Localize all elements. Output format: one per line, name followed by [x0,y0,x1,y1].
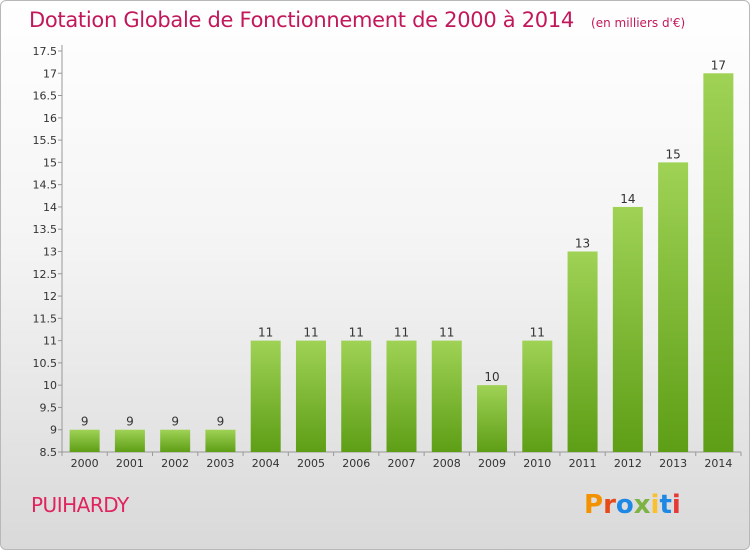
value-label-2013: 15 [665,147,680,161]
value-label-2014: 17 [711,58,726,72]
commune-name: PUIHARDY [31,493,129,517]
y-tick-label: 16.5 [33,90,58,103]
x-tick-label: 2009 [478,457,506,470]
x-tick-label: 2002 [161,457,189,470]
x-tick-label: 2014 [704,457,732,470]
value-label-2010: 11 [530,326,545,340]
y-tick-label: 13.5 [33,223,58,236]
logo-letter: r [603,490,616,520]
bar-2013 [658,162,689,452]
x-tick-label: 2001 [116,457,144,470]
y-tick-label: 9.5 [40,401,58,414]
bar-2002 [160,429,191,452]
bar-2000 [69,429,100,452]
chart-bars [69,73,734,453]
y-tick-label: 12.5 [33,268,58,281]
y-tick-label: 17 [43,67,57,80]
value-label-2009: 10 [484,370,499,384]
logo-letter: x [633,490,651,520]
x-tick-label: 2006 [342,457,370,470]
y-tick-label: 10.5 [33,357,58,370]
bar-2001 [114,429,145,452]
y-tick-label: 15 [43,156,57,169]
value-label-2000: 9 [81,415,89,429]
y-tick-label: 12 [43,290,57,303]
value-label-2003: 9 [217,415,225,429]
logo-letter: t [659,490,672,520]
y-tick-label: 13 [43,246,57,259]
bar-2012 [612,206,643,452]
x-tick-label: 2010 [523,457,551,470]
bar-2003 [205,429,236,452]
y-tick-label: 10 [43,379,57,392]
value-label-2008: 11 [439,326,454,340]
y-tick-label: 9 [50,424,57,437]
proxiti-logo[interactable]: Proxiti [584,490,681,520]
value-label-2012: 14 [620,192,635,206]
bar-2005 [295,340,326,452]
value-label-2005: 11 [303,326,318,340]
y-tick-label: 16 [43,112,57,125]
value-label-2007: 11 [394,326,409,340]
y-tick-label: 11 [43,335,57,348]
value-label-2006: 11 [349,326,364,340]
y-tick-label: 11.5 [33,312,58,325]
bar-2008 [431,340,462,452]
chart-title: Dotation Globale de Fonctionnement de 20… [29,8,574,32]
x-tick-label: 2013 [659,457,687,470]
logo-letter: o [615,490,634,520]
value-label-2001: 9 [126,415,134,429]
logo-letter: P [584,490,604,520]
x-tick-label: 2012 [614,457,642,470]
bar-2010 [522,340,553,452]
value-label-2011: 13 [575,237,590,251]
chart-value-labels: 9 9 9 9 11 11 11 11 11 10 11 13 14 15 17 [81,58,726,428]
x-tick-label: 2004 [252,457,280,470]
value-label-2004: 11 [258,326,273,340]
value-label-2002: 9 [171,415,179,429]
logo-letter: i [671,490,681,520]
chart-title-block: Dotation Globale de Fonctionnement de 20… [29,8,685,32]
y-tick-label: 14 [43,201,57,214]
x-tick-label: 2008 [433,457,461,470]
chart-axes: 8.5 9 9.5 10 10.5 11 11.5 12 12.5 13 13.5 14 14.5 15 1… [33,45,742,470]
bar-2006 [341,340,372,452]
chart-unit: (en milliers d'€) [591,16,686,30]
logo-letter: i [650,490,660,520]
bar-2004 [250,340,281,452]
bar-2009 [477,385,508,452]
bar-2014 [703,73,734,453]
x-tick-label: 2011 [569,457,597,470]
y-tick-label: 14.5 [33,179,58,192]
y-tick-label: 17.5 [33,45,58,58]
x-tick-label: 2005 [297,457,325,470]
y-tick-label: 8.5 [40,446,58,459]
bar-2007 [386,340,417,452]
y-tick-label: 15.5 [33,134,58,147]
x-tick-label: 2003 [206,457,234,470]
bar-2011 [567,251,598,452]
x-tick-label: 2007 [388,457,416,470]
x-tick-label: 2000 [71,457,99,470]
